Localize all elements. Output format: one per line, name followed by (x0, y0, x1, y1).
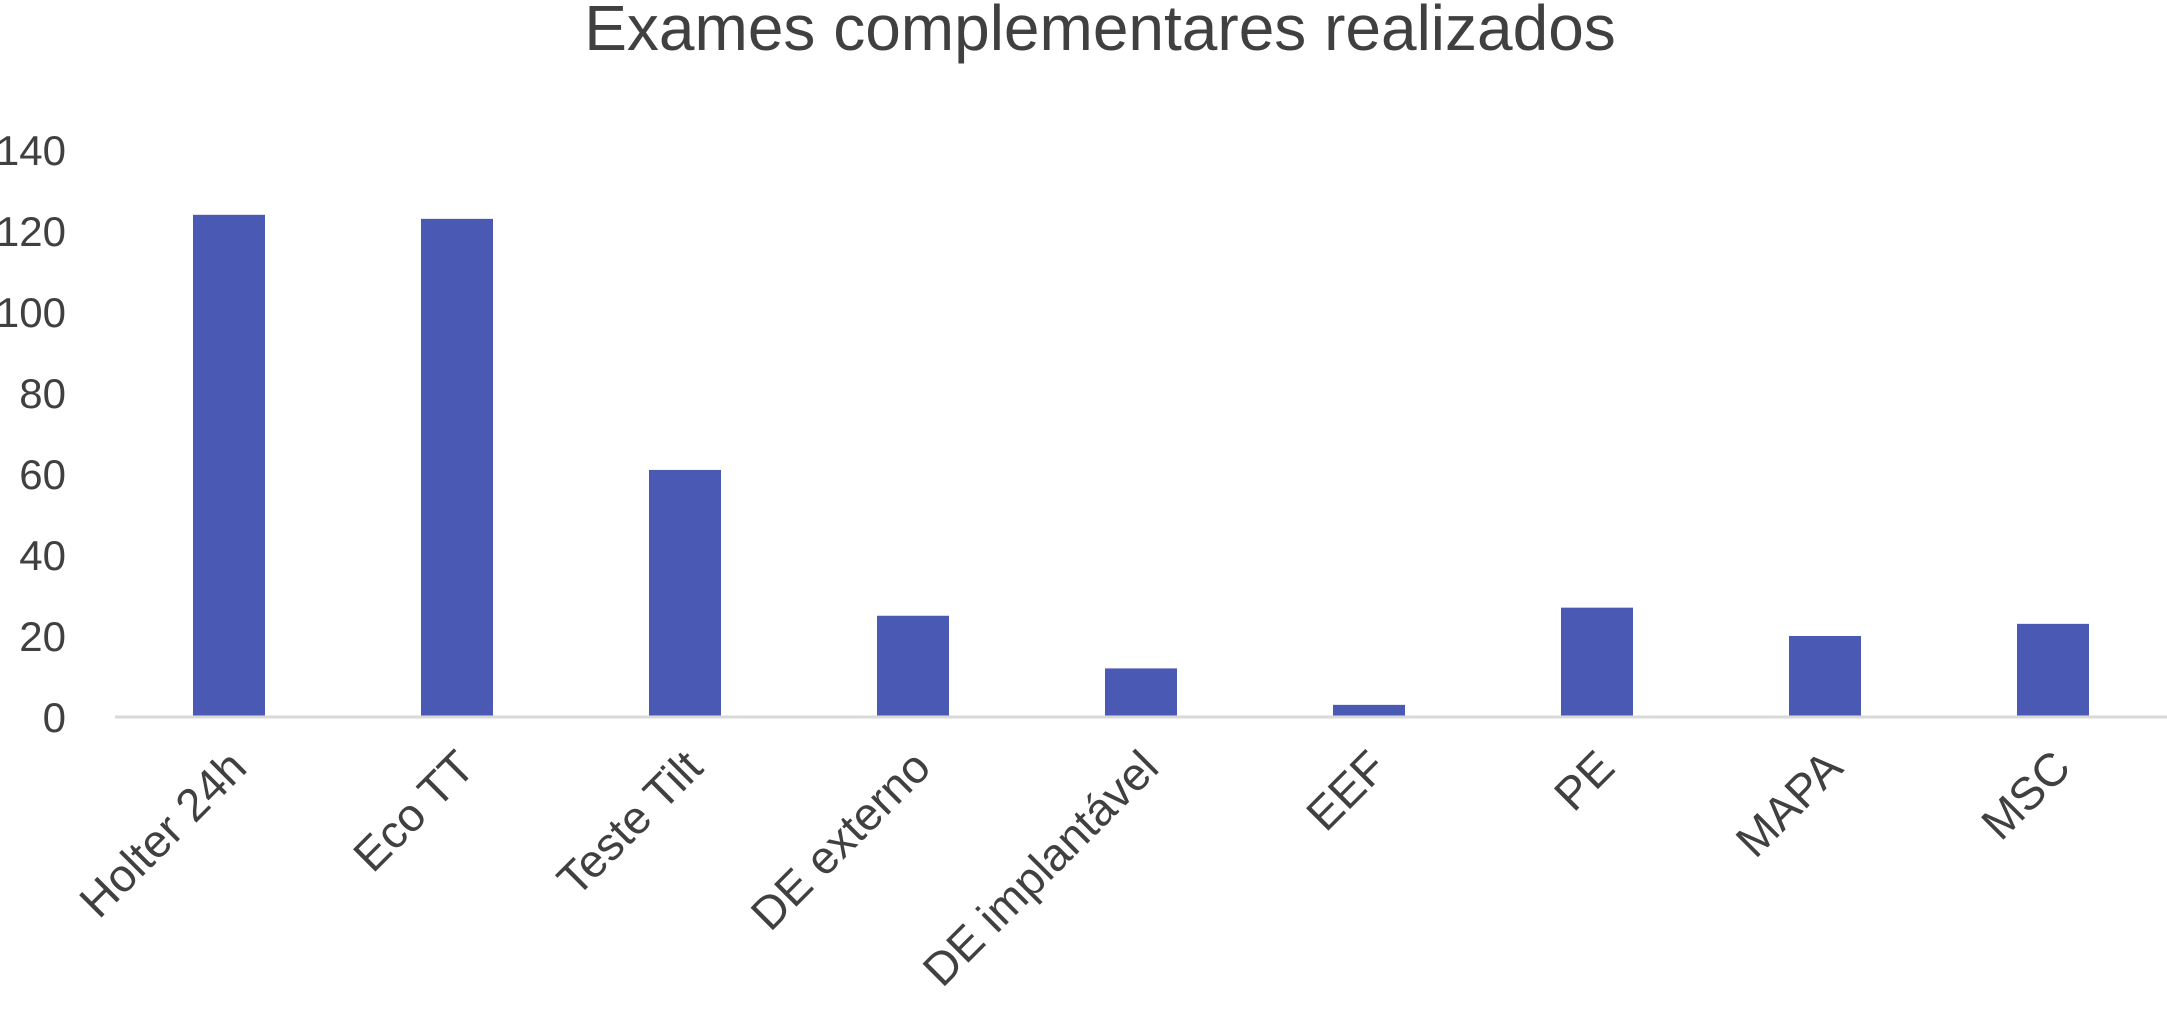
bar-de-implant-vel (1105, 668, 1177, 717)
x-tick-label: DE implantável (913, 740, 1169, 996)
x-tick-label: MSC (1971, 740, 2080, 849)
y-tick-label: 0 (43, 694, 66, 741)
y-tick-label: 80 (19, 370, 66, 417)
bar-holter-24h (193, 214, 265, 718)
y-tick-label: 100 (0, 289, 66, 336)
x-tick-label: EEF (1296, 740, 1396, 840)
bar-pe (1561, 607, 1633, 717)
x-tick-label: Holter 24h (69, 740, 256, 927)
y-tick-label: 40 (19, 532, 66, 579)
y-tick-label: 20 (19, 613, 66, 660)
y-tick-label: 60 (19, 451, 66, 498)
y-tick-label: 140 (0, 127, 66, 174)
bar-eco-tt (421, 218, 493, 717)
bars-group (193, 214, 2089, 718)
bar-eef (1333, 704, 1405, 717)
x-tick-label: MAPA (1726, 740, 1853, 867)
y-axis-ticks: 0 20 40 60 80 100 120 140 (0, 127, 66, 741)
chart-title: Exames complementares realizados (584, 0, 1616, 64)
x-tick-label: DE externo (741, 740, 940, 939)
bar-de-externo (877, 615, 949, 717)
bar-mapa (1789, 636, 1861, 717)
bar-teste-tilt (649, 469, 721, 717)
x-tick-label: PE (1544, 740, 1624, 820)
y-tick-label: 120 (0, 208, 66, 255)
x-tick-label: Eco TT (343, 740, 484, 881)
x-tick-label: Teste Tilt (547, 740, 712, 905)
bar-msc (2017, 623, 2089, 717)
